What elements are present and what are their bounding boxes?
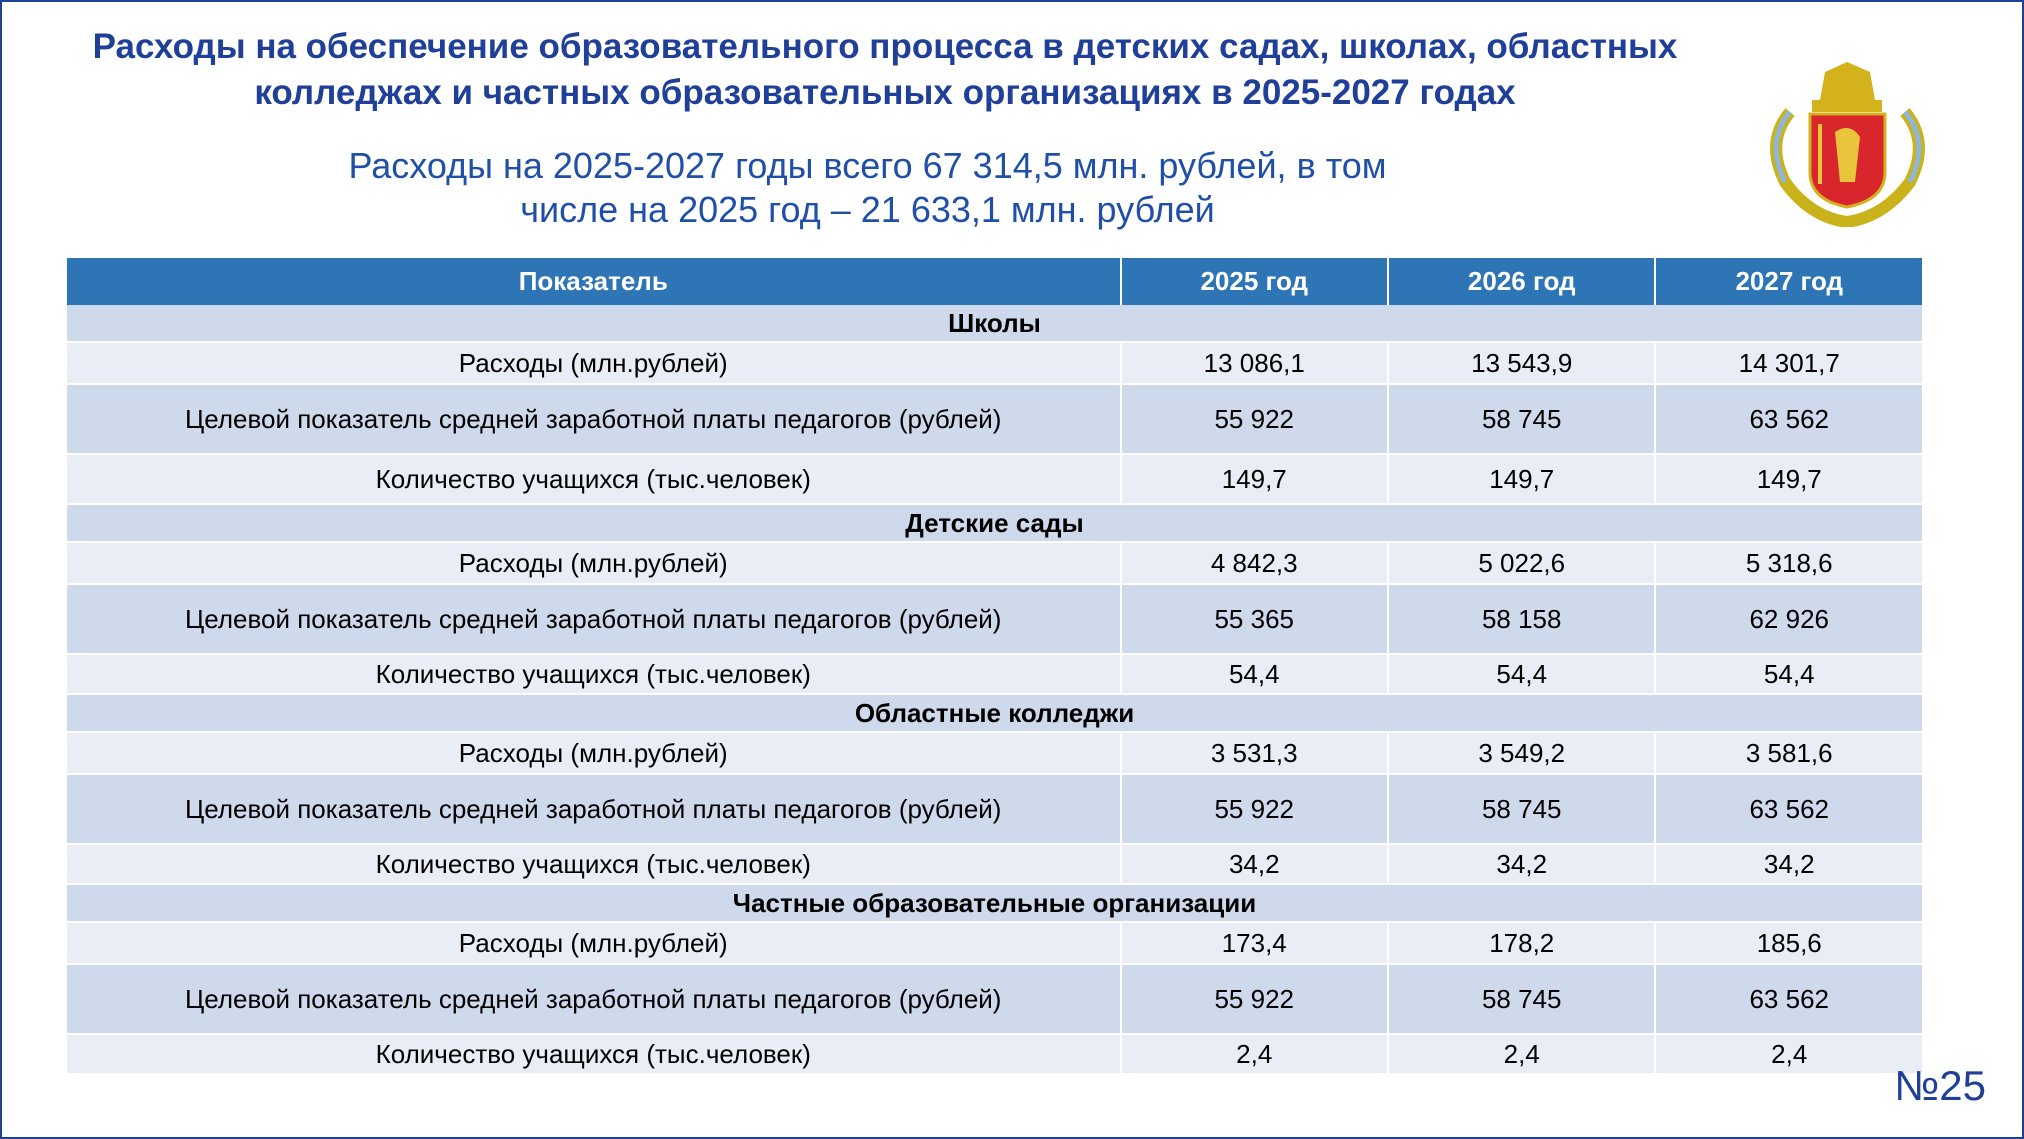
cell: 3 531,3 [1120,732,1389,775]
cell: 63 562 [1655,774,1924,845]
cell: 2,4 [1120,1034,1389,1075]
table-row: Целевой показатель средней заработной пл… [67,384,1924,455]
emblem [1770,62,1925,227]
row-label: Расходы (млн.рублей) [67,732,1122,775]
header-row: Показатель 2025 год 2026 год 2027 год [67,258,1924,305]
cell: 58 745 [1387,384,1657,455]
cell: 2,4 [1655,1034,1924,1075]
cell: 5 022,6 [1387,542,1657,585]
cell: 34,2 [1655,844,1924,885]
cell: 3 549,2 [1387,732,1657,775]
table-row: Расходы (млн.рублей) 3 531,3 3 549,2 3 581,… [67,732,1924,775]
cell: 54,4 [1655,654,1924,695]
cell: 178,2 [1387,922,1657,965]
row-label: Целевой показатель средней заработной пл… [67,774,1122,845]
cell: 55 365 [1120,584,1389,655]
cell: 13 086,1 [1120,342,1389,385]
section-row: Областные колледжи [67,694,1924,733]
cell: 55 922 [1120,384,1389,455]
cell: 3 581,6 [1655,732,1924,775]
cell: 2,4 [1387,1034,1657,1075]
cell: 55 922 [1120,774,1389,845]
cell: 14 301,7 [1655,342,1924,385]
cell: 34,2 [1120,844,1389,885]
page-number: №25 [1894,1062,1986,1109]
cell: 173,4 [1120,922,1389,965]
section-name: Частные образовательные организации [67,884,1924,923]
section-row: Школы [67,305,1924,343]
column-header: 2026 год [1387,258,1657,305]
table-row: Расходы (млн.рублей) 4 842,3 5 022,6 5 318,… [67,542,1924,585]
cell: 34,2 [1387,844,1657,885]
row-label: Количество учащихся (тыс.человек) [67,844,1122,885]
table-row: Целевой показатель средней заработной пл… [67,774,1924,845]
table-row: Расходы (млн.рублей) 173,4 178,2 185,6 [67,922,1924,965]
row-label: Количество учащихся (тыс.человек) [67,1034,1122,1075]
row-label: Целевой показатель средней заработной пл… [67,584,1122,655]
cell: 149,7 [1120,454,1389,505]
subtitle: Расходы на 2025-2027 годы всего 67 314,5… [348,145,1387,230]
cell: 54,4 [1120,654,1389,695]
cell: 5 318,6 [1655,542,1924,585]
cell: 62 926 [1655,584,1924,655]
table-row: Целевой показатель средней заработной пл… [67,964,1924,1035]
column-header: 2025 год [1120,258,1389,305]
row-label: Количество учащихся (тыс.человек) [67,654,1122,695]
row-label: Целевой показатель средней заработной пл… [67,384,1122,455]
row-label: Расходы (млн.рублей) [67,542,1122,585]
cell: 4 842,3 [1120,542,1389,585]
cell: 58 745 [1387,774,1657,845]
section-name: Школы [67,305,1924,343]
cell: 58 158 [1387,584,1657,655]
column-header: 2027 год [1655,258,1924,305]
table-row: Целевой показатель средней заработной пл… [67,584,1924,655]
cell: 13 543,9 [1387,342,1657,385]
cell: 63 562 [1655,384,1924,455]
row-label: Расходы (млн.рублей) [67,922,1122,965]
table-row: Количество учащихся (тыс.человек) 2,4 2,4 2… [67,1034,1924,1075]
table-row: Количество учащихся (тыс.человек) 54,4 54,… [67,654,1924,695]
title: Расходы на обеспечение образовательного … [92,27,1678,112]
cell: 149,7 [1655,454,1924,505]
table-row: Количество учащихся (тыс.человек) 149,7 14… [67,454,1924,505]
table-row: Расходы (млн.рублей) 13 086,1 13 543,9 14 3… [67,342,1924,385]
section-row: Детские сады [67,504,1924,543]
cell: 63 562 [1655,964,1924,1035]
cell: 58 745 [1387,964,1657,1035]
section-name: Областные колледжи [67,694,1924,733]
row-label: Количество учащихся (тыс.человек) [67,454,1122,505]
cell: 55 922 [1120,964,1389,1035]
table-row: Количество учащихся (тыс.человек) 34,2 34,… [67,844,1924,885]
cell: 149,7 [1387,454,1657,505]
section-name: Детские сады [67,504,1924,543]
data-table: Показатель 2025 год 2026 год 2027 год Школы Р… [67,258,1924,1075]
column-header: Показатель [67,258,1122,305]
cell: 185,6 [1655,922,1924,965]
cell: 54,4 [1387,654,1657,695]
section-row: Частные образовательные организации [67,884,1924,923]
row-label: Расходы (млн.рублей) [67,342,1122,385]
row-label: Целевой показатель средней заработной пл… [67,964,1122,1035]
